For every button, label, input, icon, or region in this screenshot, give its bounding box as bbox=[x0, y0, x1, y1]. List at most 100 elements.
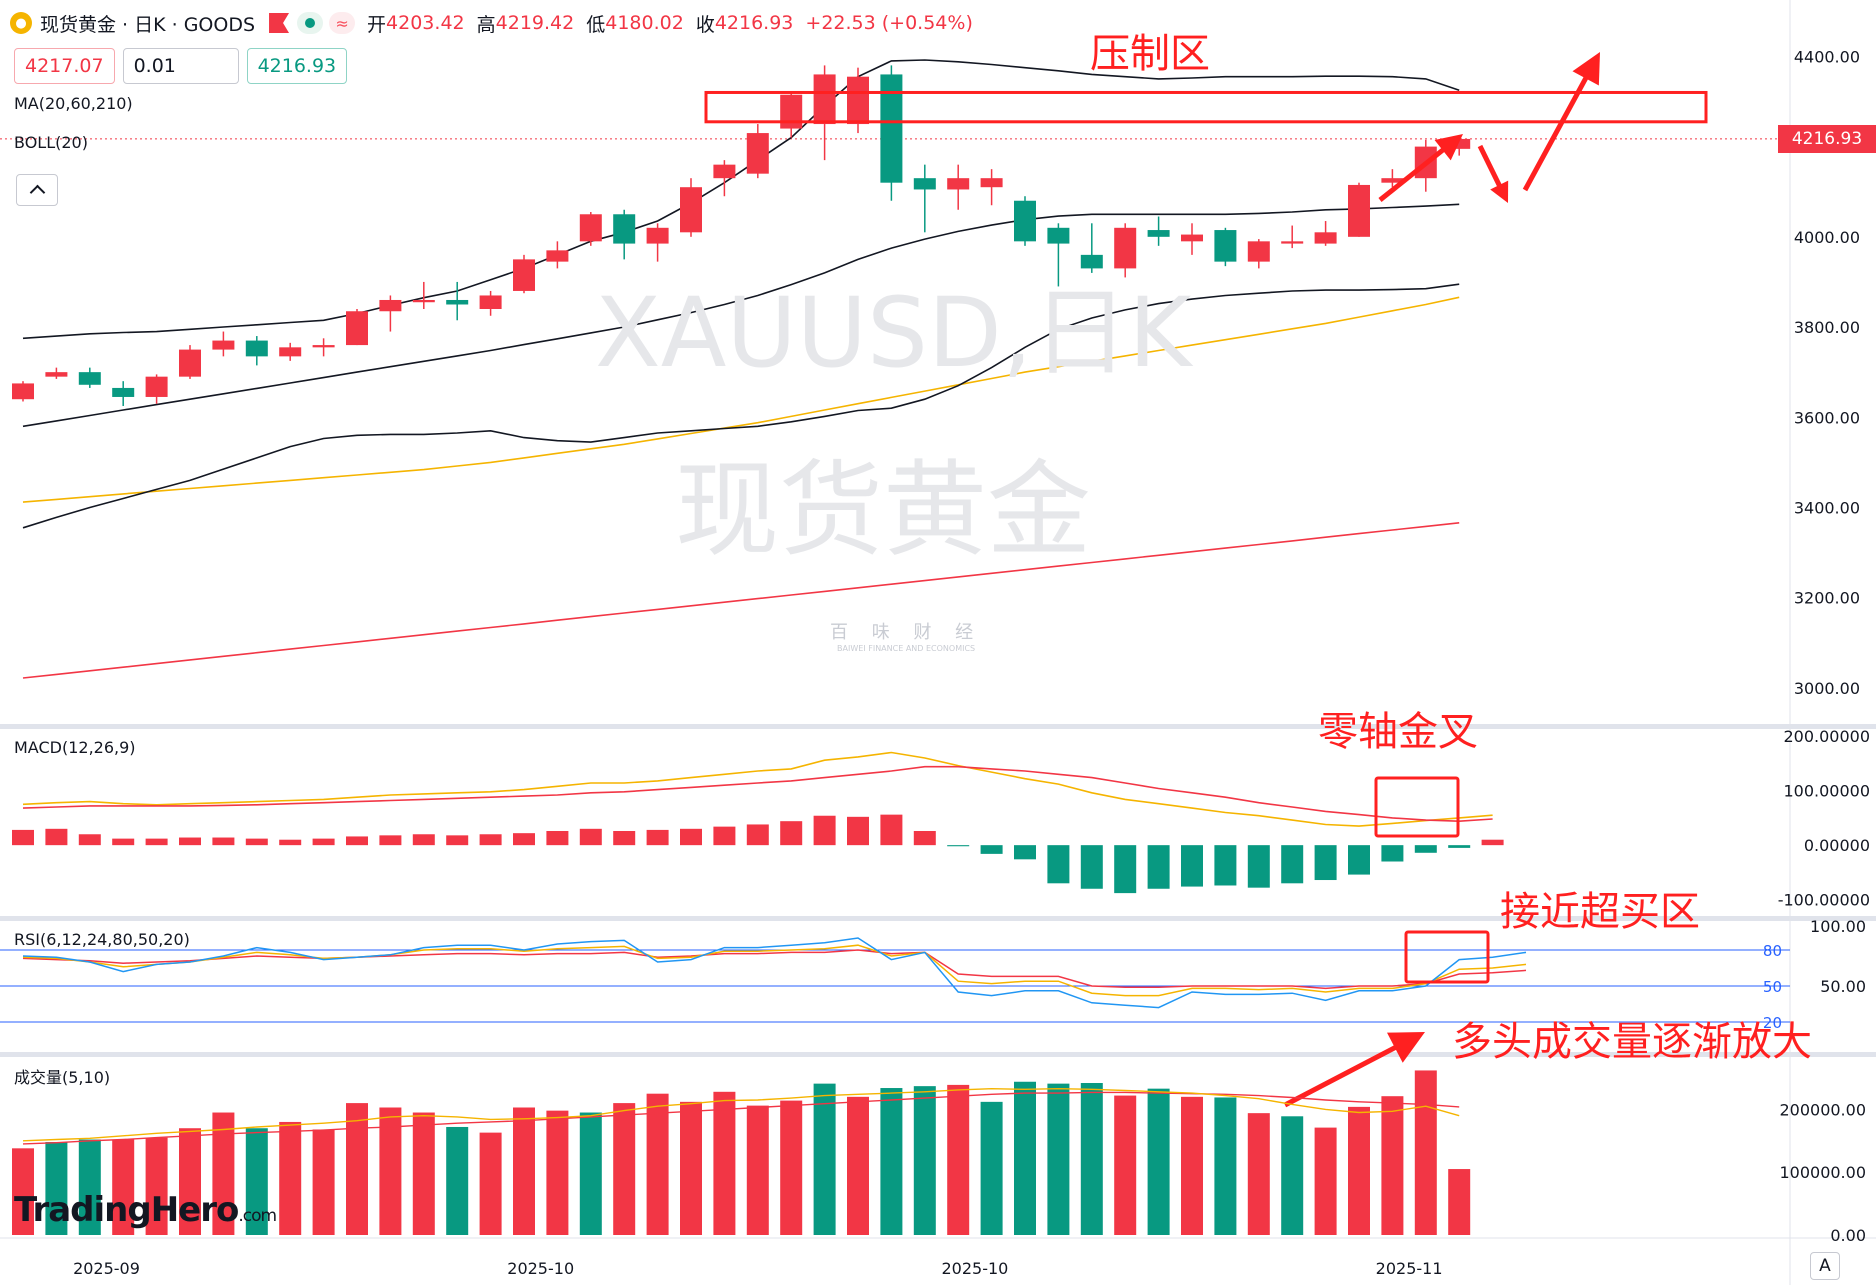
macd-bar bbox=[179, 837, 201, 846]
logo-suffix: .com bbox=[238, 1206, 277, 1226]
ma210-line bbox=[22, 522, 1460, 679]
macd-bar bbox=[279, 839, 302, 846]
rsi6-line bbox=[22, 937, 1527, 1009]
price-tick-label: 3000.00 bbox=[1794, 679, 1860, 698]
macd-tick-label: 100.00000 bbox=[1783, 782, 1870, 801]
macd-bar bbox=[1147, 845, 1170, 889]
candle bbox=[646, 223, 669, 262]
volume-indicator-label[interactable]: 成交量(5,10) bbox=[14, 1068, 111, 1087]
candle bbox=[913, 164, 936, 233]
macd-bar bbox=[1448, 845, 1471, 848]
gold-coin-icon: ● bbox=[10, 12, 32, 34]
candle bbox=[546, 241, 569, 269]
macd-bar bbox=[813, 815, 836, 846]
brand-watermark: 百 味 财 经 BAIWEI FINANCE AND ECONOMICS bbox=[830, 618, 982, 653]
candle bbox=[179, 345, 201, 379]
macd-dea-line bbox=[22, 765, 1493, 823]
candle-body bbox=[1381, 178, 1404, 183]
candle bbox=[446, 281, 469, 321]
candle bbox=[613, 209, 636, 260]
candle-body bbox=[680, 187, 702, 233]
macd-bar bbox=[112, 838, 135, 846]
candle bbox=[579, 212, 602, 246]
candle-body bbox=[813, 74, 836, 125]
volume-bar bbox=[613, 1103, 636, 1235]
candle bbox=[245, 336, 268, 366]
macd-bar bbox=[1314, 845, 1337, 881]
candle bbox=[212, 331, 235, 357]
brand-watermark-cn: 百 味 财 经 bbox=[830, 622, 983, 643]
rsi-level-label: 80 bbox=[1763, 942, 1782, 960]
logo-name: TradingHero bbox=[14, 1190, 239, 1230]
macd-tick-label: 200.00000 bbox=[1783, 727, 1870, 746]
candle bbox=[880, 65, 903, 201]
rsi24-line bbox=[22, 949, 1527, 990]
candle-body bbox=[513, 259, 535, 291]
volume-bar bbox=[112, 1139, 135, 1235]
ma-indicator-label[interactable]: MA(20,60,210) bbox=[14, 94, 133, 113]
open-value: 4203.42 bbox=[386, 12, 465, 34]
volume-bar bbox=[1181, 1096, 1203, 1235]
macd-bar bbox=[1114, 845, 1137, 894]
macd-bar bbox=[1214, 845, 1237, 886]
macd-bar bbox=[746, 824, 769, 846]
macd-bar bbox=[1080, 845, 1103, 889]
candle-body bbox=[446, 299, 469, 305]
candle-body bbox=[245, 340, 268, 357]
arrow-head bbox=[1434, 134, 1463, 161]
candle bbox=[1014, 196, 1036, 246]
macd-bar bbox=[513, 833, 535, 846]
volume-bar bbox=[245, 1128, 268, 1235]
macd-bar bbox=[1481, 839, 1504, 846]
candle bbox=[379, 295, 402, 332]
candle bbox=[12, 381, 34, 402]
candle-body bbox=[212, 340, 235, 350]
candle-body bbox=[1281, 241, 1304, 244]
rsi-annotation: 接近超买区 bbox=[1500, 889, 1700, 935]
boll-indicator-label[interactable]: BOLL(20) bbox=[14, 133, 88, 152]
volume-bar bbox=[680, 1101, 702, 1235]
macd-bar bbox=[847, 816, 869, 846]
macd-bar bbox=[1281, 845, 1304, 884]
candle-body bbox=[546, 250, 569, 262]
candle bbox=[479, 290, 502, 316]
macd-annotation: 零轴金叉 bbox=[1318, 709, 1478, 755]
volume-bar bbox=[947, 1084, 970, 1235]
macd-bar bbox=[312, 838, 335, 846]
candle bbox=[412, 281, 435, 309]
macd-bar bbox=[680, 828, 702, 846]
arrow-head bbox=[1490, 180, 1509, 203]
candle bbox=[1181, 223, 1203, 255]
rsi-indicator-label[interactable]: RSI(6,12,24,80,50,20) bbox=[14, 930, 190, 949]
volume-bar bbox=[45, 1142, 68, 1235]
time-tick-label: 2025-11 bbox=[1376, 1259, 1443, 1278]
candle bbox=[1281, 225, 1304, 249]
wave-icon[interactable]: ≈ bbox=[329, 12, 356, 34]
macd-bar bbox=[1014, 845, 1036, 860]
quantity-input[interactable]: 0.01 bbox=[122, 48, 239, 84]
macd-indicator-label[interactable]: MACD(12,26,9) bbox=[14, 738, 136, 757]
arrow-shaft bbox=[1477, 144, 1505, 194]
collapse-indicators-button[interactable] bbox=[16, 174, 58, 206]
volume-bar bbox=[1147, 1088, 1170, 1235]
macd-bar bbox=[1381, 845, 1404, 862]
volume-bar bbox=[813, 1083, 836, 1235]
symbol-header: ● 现货黄金 · 日K · GOODS ≈ 开 4203.42 高 4219.42 … bbox=[10, 8, 985, 38]
price-tick-label: 3600.00 bbox=[1794, 408, 1860, 427]
market-status-icon[interactable] bbox=[297, 12, 324, 34]
sell-price-button[interactable]: 4217.07 bbox=[14, 48, 115, 84]
volume-bar bbox=[880, 1088, 903, 1235]
tradinghero-logo: TradingHero.com bbox=[14, 1190, 277, 1230]
volume-bar bbox=[980, 1101, 1003, 1235]
buy-price-button[interactable]: 4216.93 bbox=[246, 48, 348, 84]
macd-bar bbox=[346, 836, 368, 846]
flag-icon[interactable] bbox=[269, 13, 290, 33]
symbol-title[interactable]: 现货黄金 · 日K · GOODS bbox=[40, 13, 256, 36]
candle-body bbox=[112, 387, 135, 397]
volume-bar bbox=[1314, 1127, 1337, 1235]
candle-body bbox=[45, 372, 68, 377]
candle-body bbox=[913, 178, 936, 190]
auto-scale-button[interactable]: A bbox=[1810, 1252, 1840, 1280]
volume-bar bbox=[513, 1107, 535, 1235]
volume-bar bbox=[1281, 1116, 1304, 1235]
